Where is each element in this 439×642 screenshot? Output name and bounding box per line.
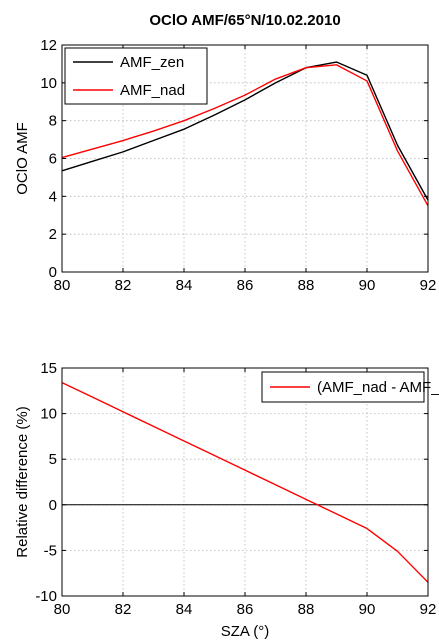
x-tick-label: 84 [176,277,193,294]
x-tick-label: 86 [237,277,254,294]
x-tick-label: 90 [359,601,376,618]
legend-box-0 [64,47,208,105]
x-axis-label: SZA (°) [221,623,270,640]
y-tick-label: 15 [40,360,57,377]
y-tick-label: 10 [40,406,57,423]
y-tick-label: 5 [49,451,57,468]
y-tick-label: 2 [49,226,57,243]
y-tick-label: -5 [44,542,57,559]
x-tick-label: 82 [115,277,132,294]
y-tick-label: 4 [49,188,57,205]
series-line-1-0 [61,381,429,583]
chart-title: OClO AMF/65°N/10.02.2010 [149,12,340,29]
y-axis-label: OClO AMF [14,122,31,195]
x-tick-label: 80 [54,277,71,294]
y-tick-label: 6 [49,151,57,168]
y-tick-label: 0 [49,497,57,514]
x-tick-label: 86 [237,601,254,618]
y-tick-label: 10 [40,75,57,92]
plot-area-1 [62,368,428,596]
legend-label: AMF_zen [120,54,184,71]
x-tick-label: 84 [176,601,193,618]
x-tick-label: 90 [359,277,376,294]
x-tick-label: 80 [54,601,71,618]
y-tick-label: 0 [49,264,57,281]
x-tick-label: 82 [115,601,132,618]
series-line-0-1 [61,64,429,207]
x-tick-label: 92 [420,601,437,618]
y-axis-label: Relative difference (%) [14,406,31,557]
x-tick-label: 92 [420,277,437,294]
x-tick-label: 88 [298,601,315,618]
y-tick-label: 8 [49,113,57,130]
legend-label: (AMF_nad - AMF_zen) / AMF_zen [317,379,439,396]
y-tick-label: -10 [35,588,57,605]
series-line-0-0 [61,61,429,201]
x-tick-label: 88 [298,277,315,294]
legend-label: AMF_nad [120,82,185,99]
y-tick-label: 12 [40,37,57,54]
